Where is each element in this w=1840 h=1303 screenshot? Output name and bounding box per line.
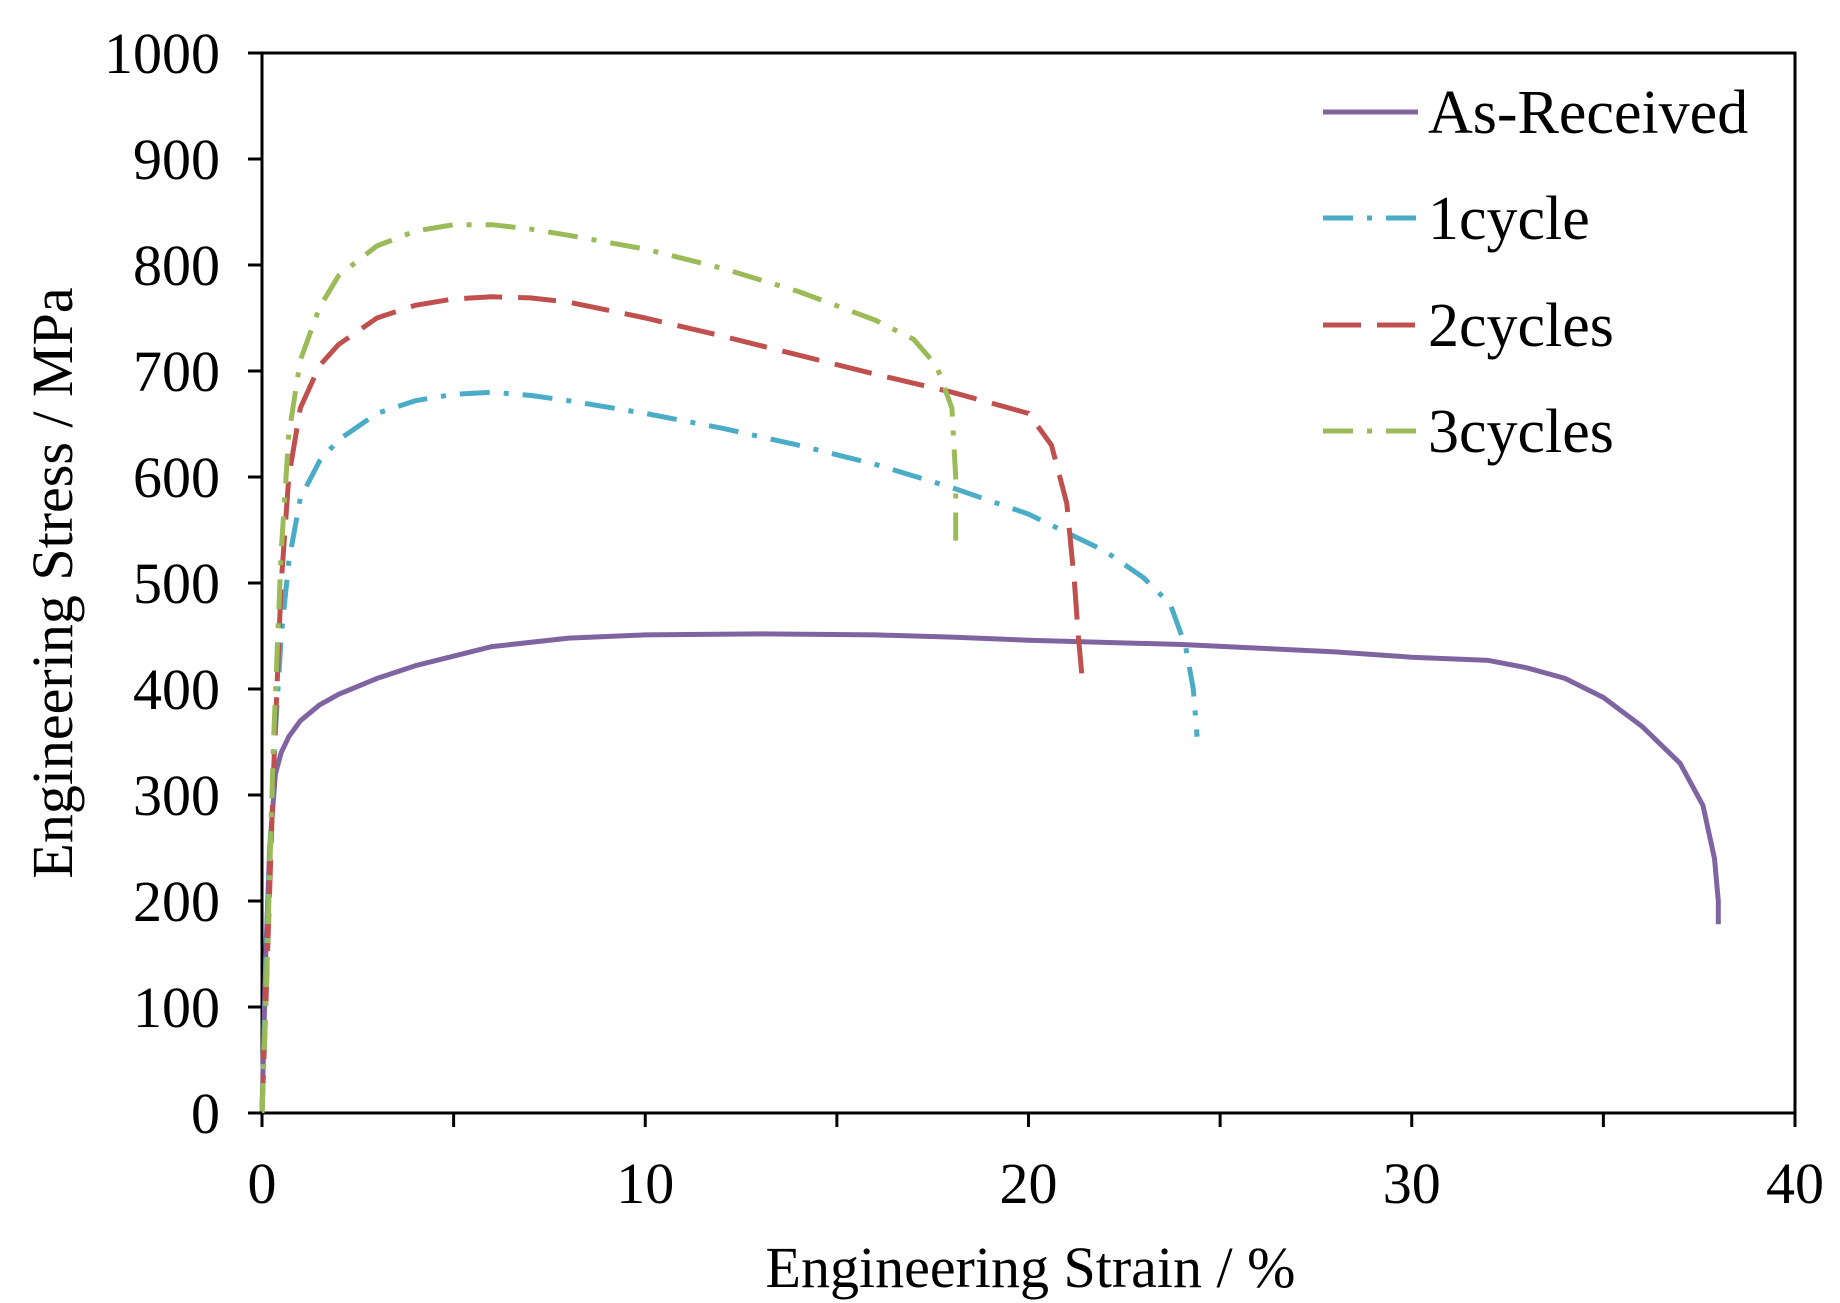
series-line-3cycles — [259, 222, 959, 1114]
y-tick-label: 900 — [133, 127, 220, 192]
x-tick-label: 40 — [1766, 1151, 1824, 1216]
x-tick-label: 10 — [616, 1151, 674, 1216]
data-curves — [259, 222, 1721, 1114]
legend: As-Received 1cycle 2cycles 3cycles — [1323, 79, 1748, 466]
y-tick-label: 100 — [133, 975, 220, 1040]
y-tick-label: 0 — [191, 1081, 220, 1146]
y-tick-label: 700 — [133, 339, 220, 404]
x-tick-label: 0 — [248, 1151, 277, 1216]
y-tick-label: 800 — [133, 233, 220, 298]
legend-label-as-received: As-Received — [1428, 79, 1748, 147]
y-axis-title: Engineering Stress / MPa — [20, 287, 85, 878]
x-axis-title: Engineering Strain / % — [766, 1235, 1296, 1300]
x-tick-label: 30 — [1383, 1151, 1441, 1216]
series-line-2cycles — [259, 294, 1085, 1114]
x-tick-label: 20 — [1000, 1151, 1058, 1216]
y-tick-label: 500 — [133, 551, 220, 616]
y-tick-label: 300 — [133, 763, 220, 828]
y-tick-label: 400 — [133, 657, 220, 722]
legend-label-1cycle: 1cycle — [1428, 185, 1590, 253]
series-line-1cycle — [259, 389, 1200, 1114]
y-tick-label: 600 — [133, 445, 220, 510]
plot-frame — [260, 51, 1797, 1115]
series-line-as-received — [259, 631, 1721, 1114]
y-tick-label: 1000 — [104, 21, 220, 86]
legend-label-3cycles: 3cycles — [1428, 398, 1614, 466]
y-tick-label: 200 — [133, 869, 220, 934]
axes: 0 100 200 300 400 500 600 700 800 900 1000 0 10 20 30 4… — [20, 21, 1824, 1300]
plot-area — [260, 51, 1797, 1115]
legend-label-2cycles: 2cycles — [1428, 292, 1614, 360]
